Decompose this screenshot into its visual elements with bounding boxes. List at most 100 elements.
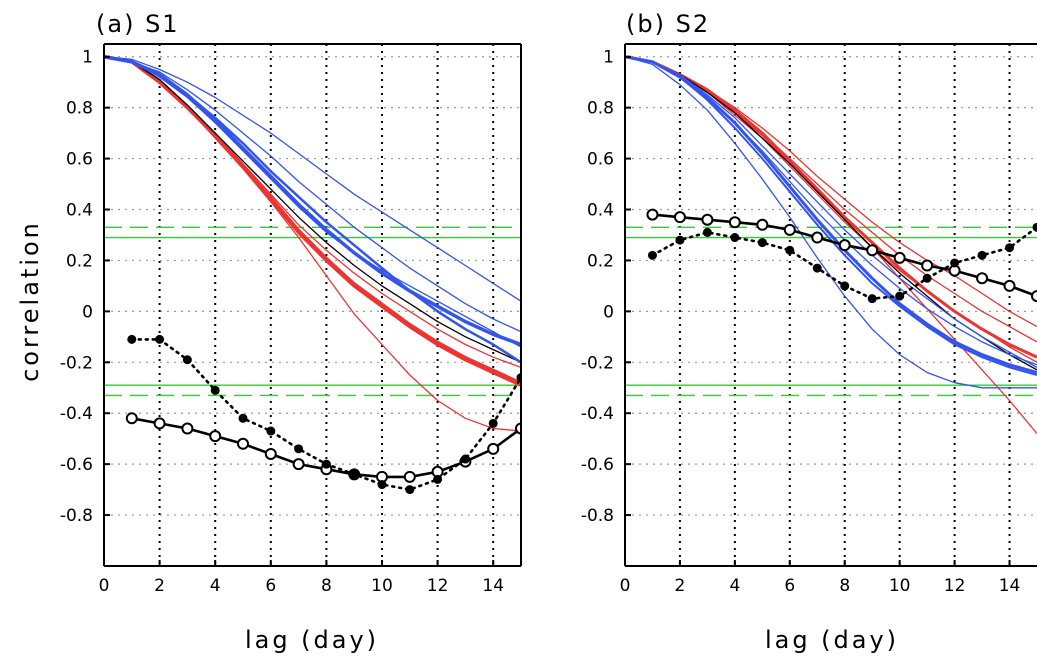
data-point-open <box>838 239 851 252</box>
y-tick-label: 0.4 <box>66 201 93 221</box>
plot-area <box>104 54 521 495</box>
x-tick-label: 4 <box>210 576 221 596</box>
panel-b: (b) S2 lag (day) 1 0.8 0.6 0.4 0.2 0 -0.2 -0.4 -… <box>581 10 1037 654</box>
y-tick-label: -0.2 <box>60 353 93 373</box>
y-tick-label: 0.2 <box>66 251 93 271</box>
data-point-open <box>181 422 194 435</box>
x-tick-label: 8 <box>321 576 332 596</box>
data-point-filled <box>488 418 498 428</box>
data-point-filled <box>785 245 795 255</box>
data-point-open <box>646 208 659 221</box>
data-point-open <box>292 458 305 471</box>
data-point-filled <box>675 235 685 245</box>
y-tick-label: 1 <box>603 48 614 68</box>
data-point-filled <box>950 258 960 268</box>
y-tick-label: 0 <box>82 302 93 322</box>
data-point-filled <box>812 263 822 273</box>
x-tick-label: 14 <box>482 576 504 596</box>
data-point-filled <box>433 474 443 484</box>
y-tick-label: -0.6 <box>581 455 614 475</box>
y-tick-label: 0 <box>603 302 614 322</box>
data-point-filled <box>294 444 304 454</box>
grid <box>625 44 1037 566</box>
y-tick-label: 0.6 <box>66 150 93 170</box>
series-line <box>104 56 521 432</box>
data-point-open <box>125 412 138 425</box>
grid <box>104 44 521 566</box>
y-tick-label: 0.2 <box>587 251 614 271</box>
data-point-filled <box>840 281 850 291</box>
data-point-filled <box>922 273 932 283</box>
y-tick-label: 0.8 <box>66 99 93 119</box>
data-point-open <box>701 213 714 226</box>
series-line <box>625 56 1037 366</box>
series-line <box>104 54 521 387</box>
data-point-filled <box>321 459 331 469</box>
data-point-open <box>264 447 277 460</box>
data-point-filled <box>155 334 165 344</box>
data-point-open <box>487 442 500 455</box>
x-tick-label: 12 <box>427 576 449 596</box>
x-tick-label: 14 <box>999 576 1021 596</box>
x-axis-label: lag (day) <box>245 626 379 654</box>
panel-a: (a) S1 lag (day) correlation 1 0.8 0.6 0.4 0… <box>16 10 522 654</box>
data-point-open <box>976 272 989 285</box>
data-point-open <box>673 211 686 224</box>
data-point-open <box>403 470 416 483</box>
data-point-filled <box>702 227 712 237</box>
x-tick-label: 12 <box>944 576 966 596</box>
panel-title: (b) S2 <box>626 10 710 38</box>
data-point-filled <box>460 454 470 464</box>
x-tick-label: 4 <box>729 576 740 596</box>
y-axis-label: correlation <box>16 220 44 382</box>
x-tick-label: 6 <box>265 576 276 596</box>
data-point-filled <box>730 233 740 243</box>
data-point-open <box>811 231 824 244</box>
data-point-open <box>921 259 934 272</box>
data-point-filled <box>238 413 248 423</box>
y-tick-label: -0.2 <box>581 353 614 373</box>
series-line <box>104 56 521 302</box>
y-tick-label: -0.4 <box>581 404 614 424</box>
data-point-open <box>728 216 741 229</box>
y-tick-label: 1 <box>82 48 93 68</box>
x-tick-label: 0 <box>99 576 110 596</box>
x-tick-label: 10 <box>889 576 911 596</box>
data-point-filled <box>867 294 877 304</box>
series-line <box>104 56 521 348</box>
series-line <box>625 55 1037 359</box>
data-point-open <box>866 244 879 257</box>
data-point-filled <box>349 469 359 479</box>
y-tick-label: -0.8 <box>60 506 93 526</box>
data-point-filled <box>647 250 657 260</box>
y-tick-label: -0.4 <box>60 404 93 424</box>
series-line <box>104 55 521 364</box>
series-line <box>625 56 1037 435</box>
data-point-filled <box>1032 222 1037 232</box>
series-line <box>625 56 1037 343</box>
y-tick-label: 0.4 <box>587 201 614 221</box>
x-tick-label: 6 <box>784 576 795 596</box>
data-point-open <box>893 251 906 264</box>
data-point-filled <box>182 355 192 365</box>
x-axis-label: lag (day) <box>765 626 899 654</box>
data-point-filled <box>757 238 767 248</box>
x-tick-label: 2 <box>154 576 165 596</box>
data-point-open <box>209 430 222 443</box>
series-line <box>104 55 521 384</box>
data-point-open <box>783 223 796 236</box>
y-tick-label: 0.6 <box>587 150 614 170</box>
data-point-filled <box>977 250 987 260</box>
data-point-filled <box>1005 243 1015 253</box>
series-line <box>625 56 1037 371</box>
series-line <box>625 56 1037 328</box>
data-point-filled <box>895 291 905 301</box>
data-point-open <box>1031 290 1037 303</box>
data-point-open <box>515 422 521 435</box>
series-line <box>625 56 1037 368</box>
series-line <box>104 54 521 347</box>
data-point-filled <box>516 373 521 383</box>
y-tick-label: -0.6 <box>60 455 93 475</box>
series-line <box>104 56 521 333</box>
